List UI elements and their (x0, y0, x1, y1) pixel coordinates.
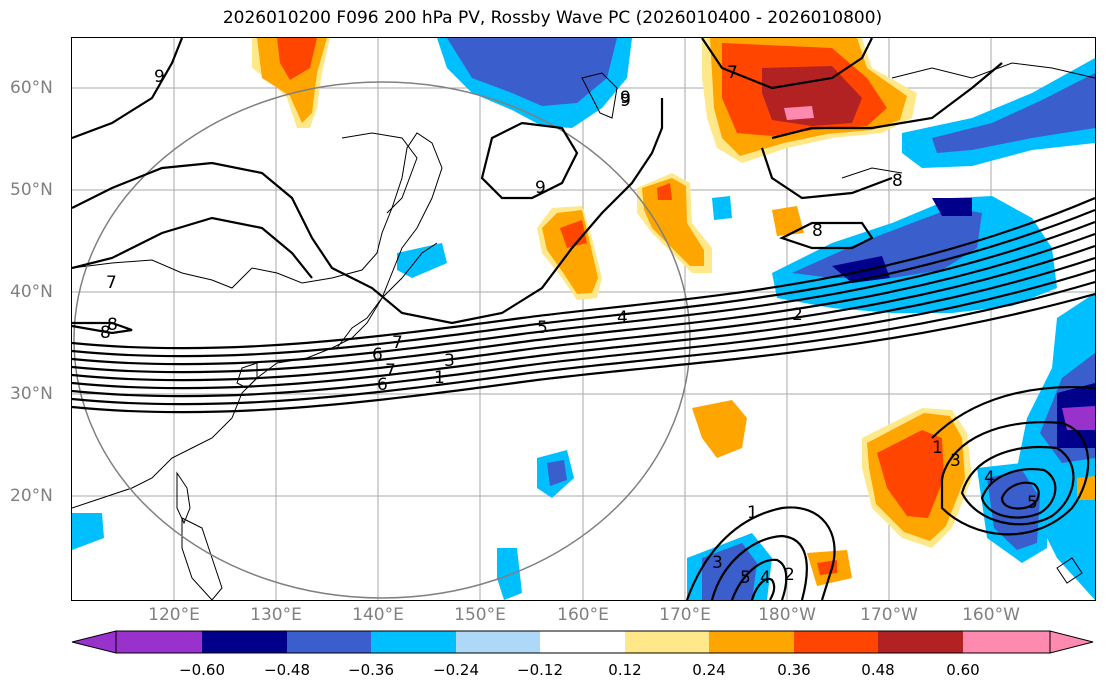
colorbar-tick: 0.12 (608, 661, 642, 679)
contour-label: 1 (932, 438, 943, 458)
colorbar-cell (540, 631, 625, 653)
contour-label: 5 (537, 318, 548, 338)
colorbar-tick: −0.60 (179, 661, 225, 679)
colorbar-cell (371, 631, 456, 653)
colorbar-tick: 0.60 (946, 661, 980, 679)
contour-label: 1 (434, 368, 445, 388)
contour-label: 9 (154, 67, 165, 87)
lat-label: 60°N (10, 78, 53, 98)
contour-label: 6 (377, 375, 388, 395)
lon-label: 180°W (758, 605, 816, 625)
lat-label: 50°N (10, 180, 53, 200)
pv-shading (72, 38, 1095, 600)
contour-label: 2 (792, 305, 803, 325)
map-title: 2026010200 F096 200 hPa PV, Rossby Wave … (222, 8, 883, 28)
colorbar-cell (287, 631, 371, 653)
contour-label: 3 (950, 451, 961, 471)
lon-label: 130°E (250, 605, 302, 625)
contour-label: 7 (106, 273, 117, 293)
contour-label: 3 (712, 553, 723, 573)
reference-circle (73, 81, 691, 599)
contour-label: 9 (620, 88, 631, 108)
contour-label: 3 (444, 351, 455, 371)
lon-label: 160°E (557, 605, 609, 625)
contour-label: 1 (747, 503, 758, 523)
contour-label: 7 (727, 63, 738, 83)
contour-label: 9 (620, 91, 631, 111)
colorbar-frame (115, 630, 1051, 654)
lon-label: 150°E (454, 605, 506, 625)
contour-label: 7 (385, 361, 396, 381)
colorbar-cell (456, 631, 540, 653)
map-svg: 9 9 9 7 7 8 8 7 6 5 4 3 2 1 1 3 4 5 6 7 … (72, 38, 1095, 600)
lat-label: 30°N (10, 384, 53, 404)
colorbar-cell (202, 631, 287, 653)
colorbar-cell (116, 631, 202, 653)
contour-label: 6 (372, 345, 383, 365)
colorbar-cell (625, 631, 709, 653)
colorbar-cells (71, 630, 1094, 654)
colorbar-tick: −0.48 (264, 661, 310, 679)
contour-label: 8 (107, 315, 118, 335)
lat-label: 40°N (10, 282, 53, 302)
colorbar-tick: −0.36 (348, 661, 394, 679)
lon-label: 140°E (352, 605, 404, 625)
lat-label: 20°N (10, 486, 53, 506)
map-plot-area: 9 9 9 7 7 8 8 7 6 5 4 3 2 1 1 3 4 5 6 7 … (71, 37, 1096, 601)
contour-label: 8 (100, 323, 111, 343)
contour-lines (72, 38, 1095, 600)
colorbar-tick: 0.48 (861, 661, 895, 679)
colorbar-tick: 0.36 (777, 661, 811, 679)
contour-label: 5 (740, 568, 751, 588)
colorbar-cell (878, 631, 963, 653)
colorbar-extend-right (1049, 630, 1094, 654)
contour-label: 2 (784, 565, 795, 585)
coastlines (72, 62, 1095, 600)
lon-label: 170°E (659, 605, 711, 625)
lon-label: 160°W (962, 605, 1020, 625)
contour-label: 8 (812, 221, 823, 241)
colorbar-tick: 0.24 (692, 661, 726, 679)
lon-label: 120°E (148, 605, 200, 625)
lon-label: 170°W (860, 605, 918, 625)
colorbar-tick: −0.24 (433, 661, 479, 679)
colorbar-extend-left (71, 630, 117, 654)
colorbar-tick: −0.12 (517, 661, 563, 679)
contour-labels: 9 9 9 7 7 8 8 7 6 5 4 3 2 1 1 3 4 5 6 7 … (100, 63, 1038, 588)
contour-label: 4 (760, 568, 771, 588)
contour-label: 8 (892, 171, 903, 191)
contour-label: 4 (984, 468, 995, 488)
colorbar-cell (963, 631, 1050, 653)
contour-label: 9 (535, 178, 546, 198)
colorbar-cell (709, 631, 794, 653)
contour-label: 5 (1027, 493, 1038, 513)
contour-label: 4 (617, 308, 628, 328)
contour-label: 7 (392, 333, 403, 353)
colorbar-cell (794, 631, 878, 653)
